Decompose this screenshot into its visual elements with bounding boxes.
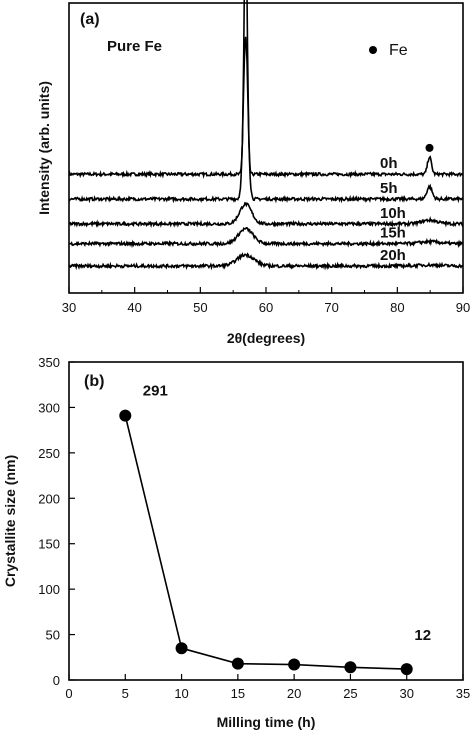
x-axis-ticks-a: 30 40 50 60 70 80 90 [62,287,470,315]
trace-label-10h: 10h [380,205,406,222]
trace-label-5h: 5h [380,180,398,197]
sample-label: Pure Fe [107,38,162,55]
x-tick-label-b: 30 [399,686,413,701]
panel-label-b: (b) [84,373,104,390]
series-line [124,415,407,670]
peak-marker-icon [425,143,434,152]
x-tick-label-b: 25 [343,686,357,701]
y-tick-label-b: 0 [53,673,60,688]
x-tick-label-b: 0 [65,686,72,701]
crystallite-series: 291 12 [119,383,431,676]
x-tick-label-b: 35 [456,686,470,701]
y-tick-label-b: 250 [38,446,60,461]
y-tick-label-b: 100 [38,582,60,597]
trace-10h [68,201,464,229]
panel-label-a: (a) [80,11,100,28]
plot-frame-b [68,361,464,681]
y-axis-label-b: Crystallite size (nm) [2,455,18,587]
crystallite-panel: (b) 0 5 10 15 20 25 30 35050100150200250300350 … [2,355,470,730]
x-tick-label-a: 50 [193,300,207,315]
data-point-30h [400,663,413,676]
x-tick-label-a: 40 [127,300,141,315]
y-tick-label-b: 50 [46,628,60,643]
data-point-15h [231,657,244,670]
y-tick-label-b: 150 [38,537,60,552]
trace-15h [68,227,464,249]
data-point-10h [175,642,188,655]
x-tick-label-b: 15 [231,686,245,701]
trace-label-15h: 15h [380,225,406,242]
xrd-panel: (a) Pure Fe Fe 0h 5h 10h 15h 20h 30 40 50 60 70 8… [36,0,470,346]
data-point-25h [344,661,357,674]
trace-label-0h: 0h [380,155,398,172]
data-point-20h [288,658,301,671]
x-tick-label-a: 70 [324,300,338,315]
data-point-5h [119,409,132,422]
trace-5h [68,36,464,204]
x-axis-label-b: Milling time (h) [217,714,316,730]
x-tick-label-a: 60 [259,300,273,315]
legend-label: Fe [389,42,408,59]
x-tick-label-a: 90 [456,300,470,315]
xrd-traces: 0h 5h 10h 15h 20h [68,0,464,271]
trace-label-20h: 20h [380,247,406,264]
data-label-12: 12 [414,627,431,644]
trace-20h [68,252,464,271]
x-tick-label-b: 10 [174,686,188,701]
y-axis-label-a: Intensity (arb. units) [36,81,52,215]
x-tick-label-b: 20 [287,686,301,701]
x-tick-label-b: 5 [122,686,129,701]
legend-marker-icon [369,46,377,54]
data-label-291: 291 [143,383,168,400]
x-tick-label-a: 80 [390,300,404,315]
y-tick-label-b: 350 [38,355,60,370]
trace-0h [68,0,464,179]
x-tick-label-a: 30 [62,300,76,315]
y-tick-label-b: 200 [38,491,60,506]
y-tick-label-b: 300 [38,400,60,415]
x-axis-label-a: 2θ(degrees) [227,330,305,346]
